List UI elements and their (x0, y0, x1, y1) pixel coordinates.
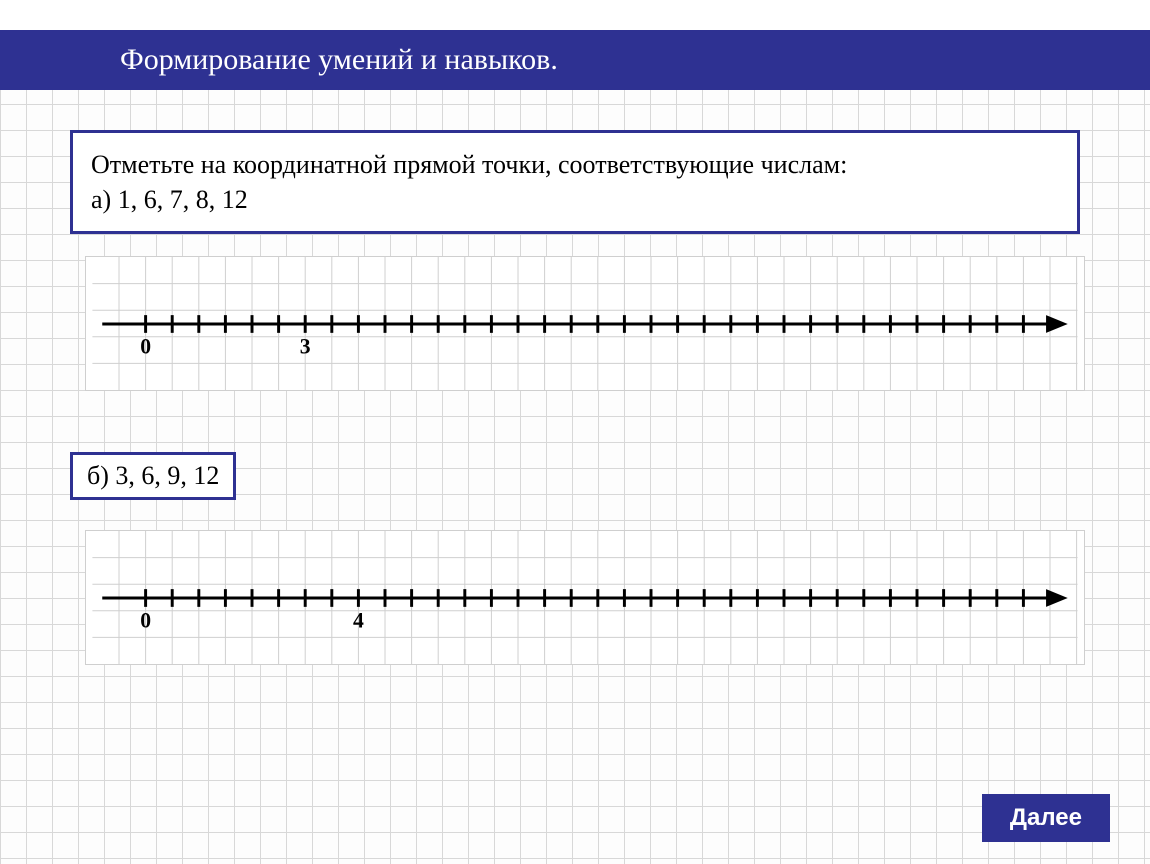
svg-text:3: 3 (300, 335, 311, 359)
task-line-2: а) 1, 6, 7, 8, 12 (91, 182, 1059, 217)
part-b-label: б) 3, 6, 9, 12 (87, 461, 219, 490)
next-button[interactable]: Далее (982, 794, 1110, 842)
svg-text:0: 0 (140, 335, 151, 359)
number-line-b-panel: 04 (85, 530, 1085, 665)
header-title: Формирование умений и навыков. (120, 43, 558, 77)
top-white-strip (0, 0, 1150, 30)
svg-text:4: 4 (353, 609, 364, 633)
number-line-svg: 04 (86, 531, 1084, 664)
task-box: Отметьте на координатной прямой точки, с… (70, 130, 1080, 234)
number-line-a-panel: 03 (85, 256, 1085, 391)
next-button-label: Далее (1010, 804, 1082, 831)
number-line-svg: 03 (86, 257, 1084, 390)
part-b-box: б) 3, 6, 9, 12 (70, 452, 236, 500)
task-line-1: Отметьте на координатной прямой точки, с… (91, 147, 1059, 182)
svg-text:0: 0 (140, 609, 151, 633)
header-bar: Формирование умений и навыков. (0, 30, 1150, 90)
